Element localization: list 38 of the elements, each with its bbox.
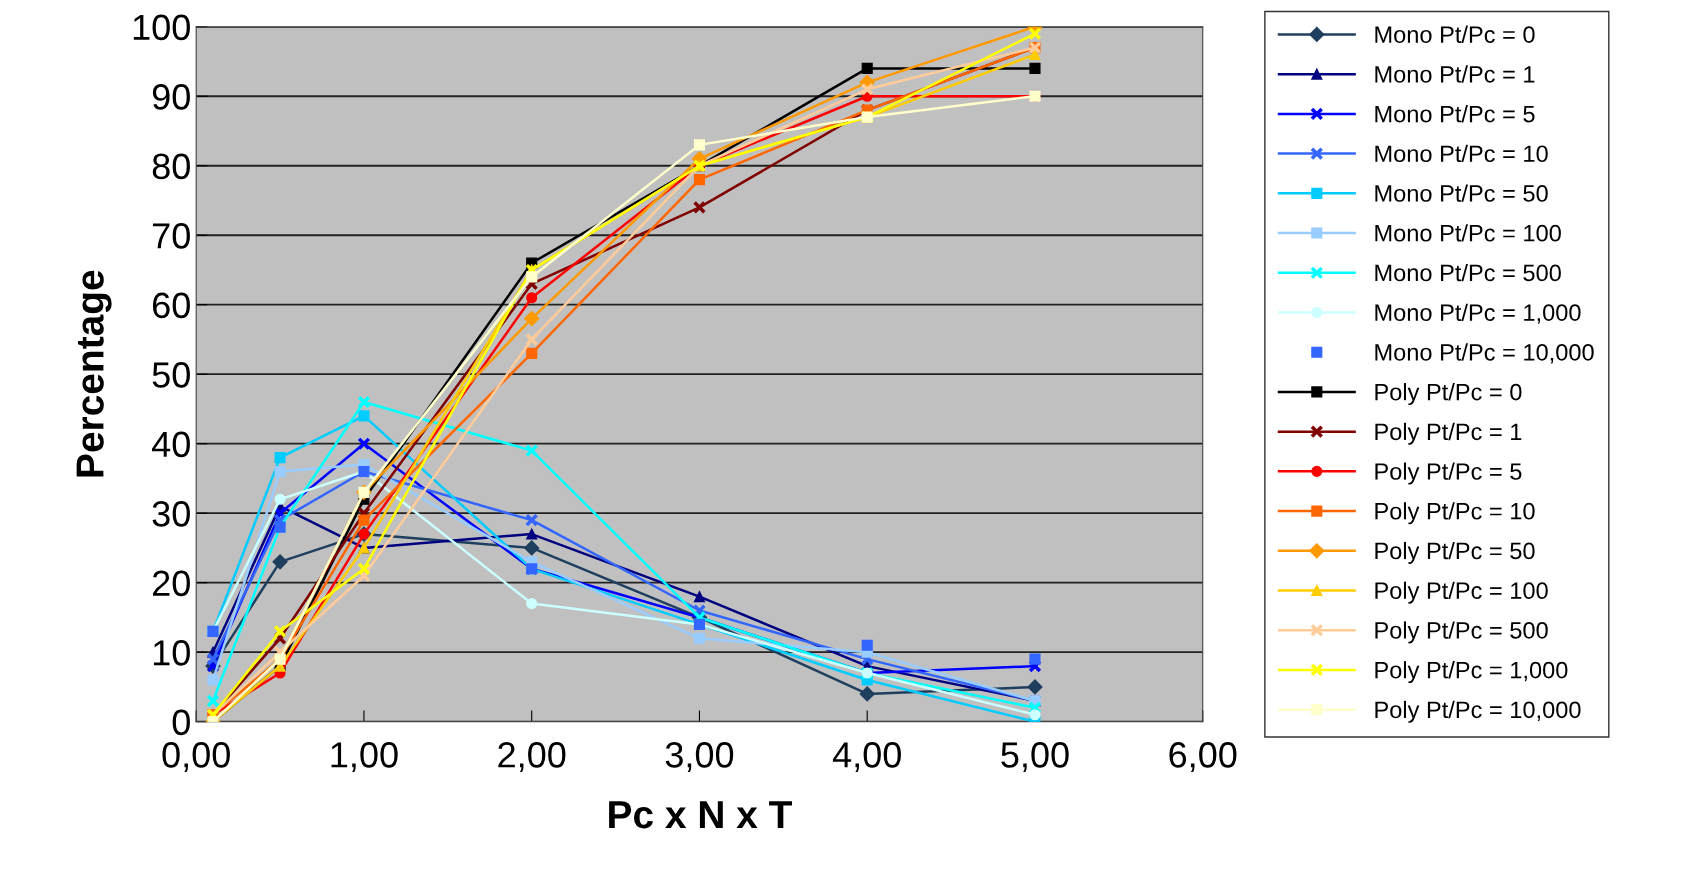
x-tick-label: 0,00	[162, 742, 230, 772]
legend-label: Poly Pt/Pc = 1,000	[1375, 661, 1568, 684]
legend-label: Mono Pt/Pc = 100	[1375, 224, 1561, 242]
x-tick-label: 5,00	[1001, 742, 1069, 772]
y-tick-label: 40	[152, 431, 190, 458]
legend-label: Mono Pt/Pc = 1	[1375, 65, 1535, 83]
legend-label: Mono Pt/Pc = 50	[1375, 184, 1548, 202]
legend-label: Mono Pt/Pc = 5	[1375, 105, 1535, 123]
y-tick-label: 90	[152, 84, 190, 110]
legend-label: Mono Pt/Pc = 1,000	[1375, 303, 1581, 324]
legend-label: Poly Pt/Pc = 50	[1375, 541, 1535, 564]
legend-label: Poly Pt/Pc = 5	[1375, 462, 1522, 485]
y-tick-label: 80	[152, 153, 190, 180]
y-tick-label: 70	[153, 223, 190, 249]
legend-label: Poly Pt/Pc = 500	[1375, 621, 1548, 644]
legend-label: Mono Pt/Pc = 10	[1375, 144, 1548, 163]
y-tick-label: 10	[153, 640, 190, 666]
y-tick-label: 0	[172, 709, 190, 736]
y-tick-label: 50	[152, 362, 190, 388]
legend-label: Poly Pt/Pc = 100	[1375, 581, 1548, 604]
y-tick-label: 20	[152, 570, 190, 597]
y-tick-label: 60	[153, 292, 190, 319]
y-axis-title: Percentage	[76, 270, 112, 477]
y-tick-label: 30	[152, 501, 190, 527]
y-tick-label: 100	[133, 14, 190, 41]
legend-label: Mono Pt/Pc = 0	[1375, 25, 1535, 43]
legend-label: Poly Pt/Pc = 10	[1375, 502, 1535, 525]
x-tick-label: 6,00	[1169, 742, 1237, 772]
x-tick-label: 1,00	[331, 742, 398, 772]
x-tick-label: 2,00	[498, 742, 566, 772]
legend-label: Mono Pt/Pc = 500	[1375, 263, 1561, 282]
x-axis-title: Pc x N x T	[609, 801, 792, 829]
legend-label: Poly Pt/Pc = 10,000	[1375, 700, 1581, 723]
legend-label: Mono Pt/Pc = 10,000	[1375, 343, 1594, 364]
legend-label: Poly Pt/Pc = 1	[1375, 422, 1522, 445]
x-tick-label: 4,00	[832, 742, 901, 772]
x-tick-label: 3,00	[665, 742, 734, 772]
legend-label: Poly Pt/Pc = 0	[1375, 383, 1522, 406]
